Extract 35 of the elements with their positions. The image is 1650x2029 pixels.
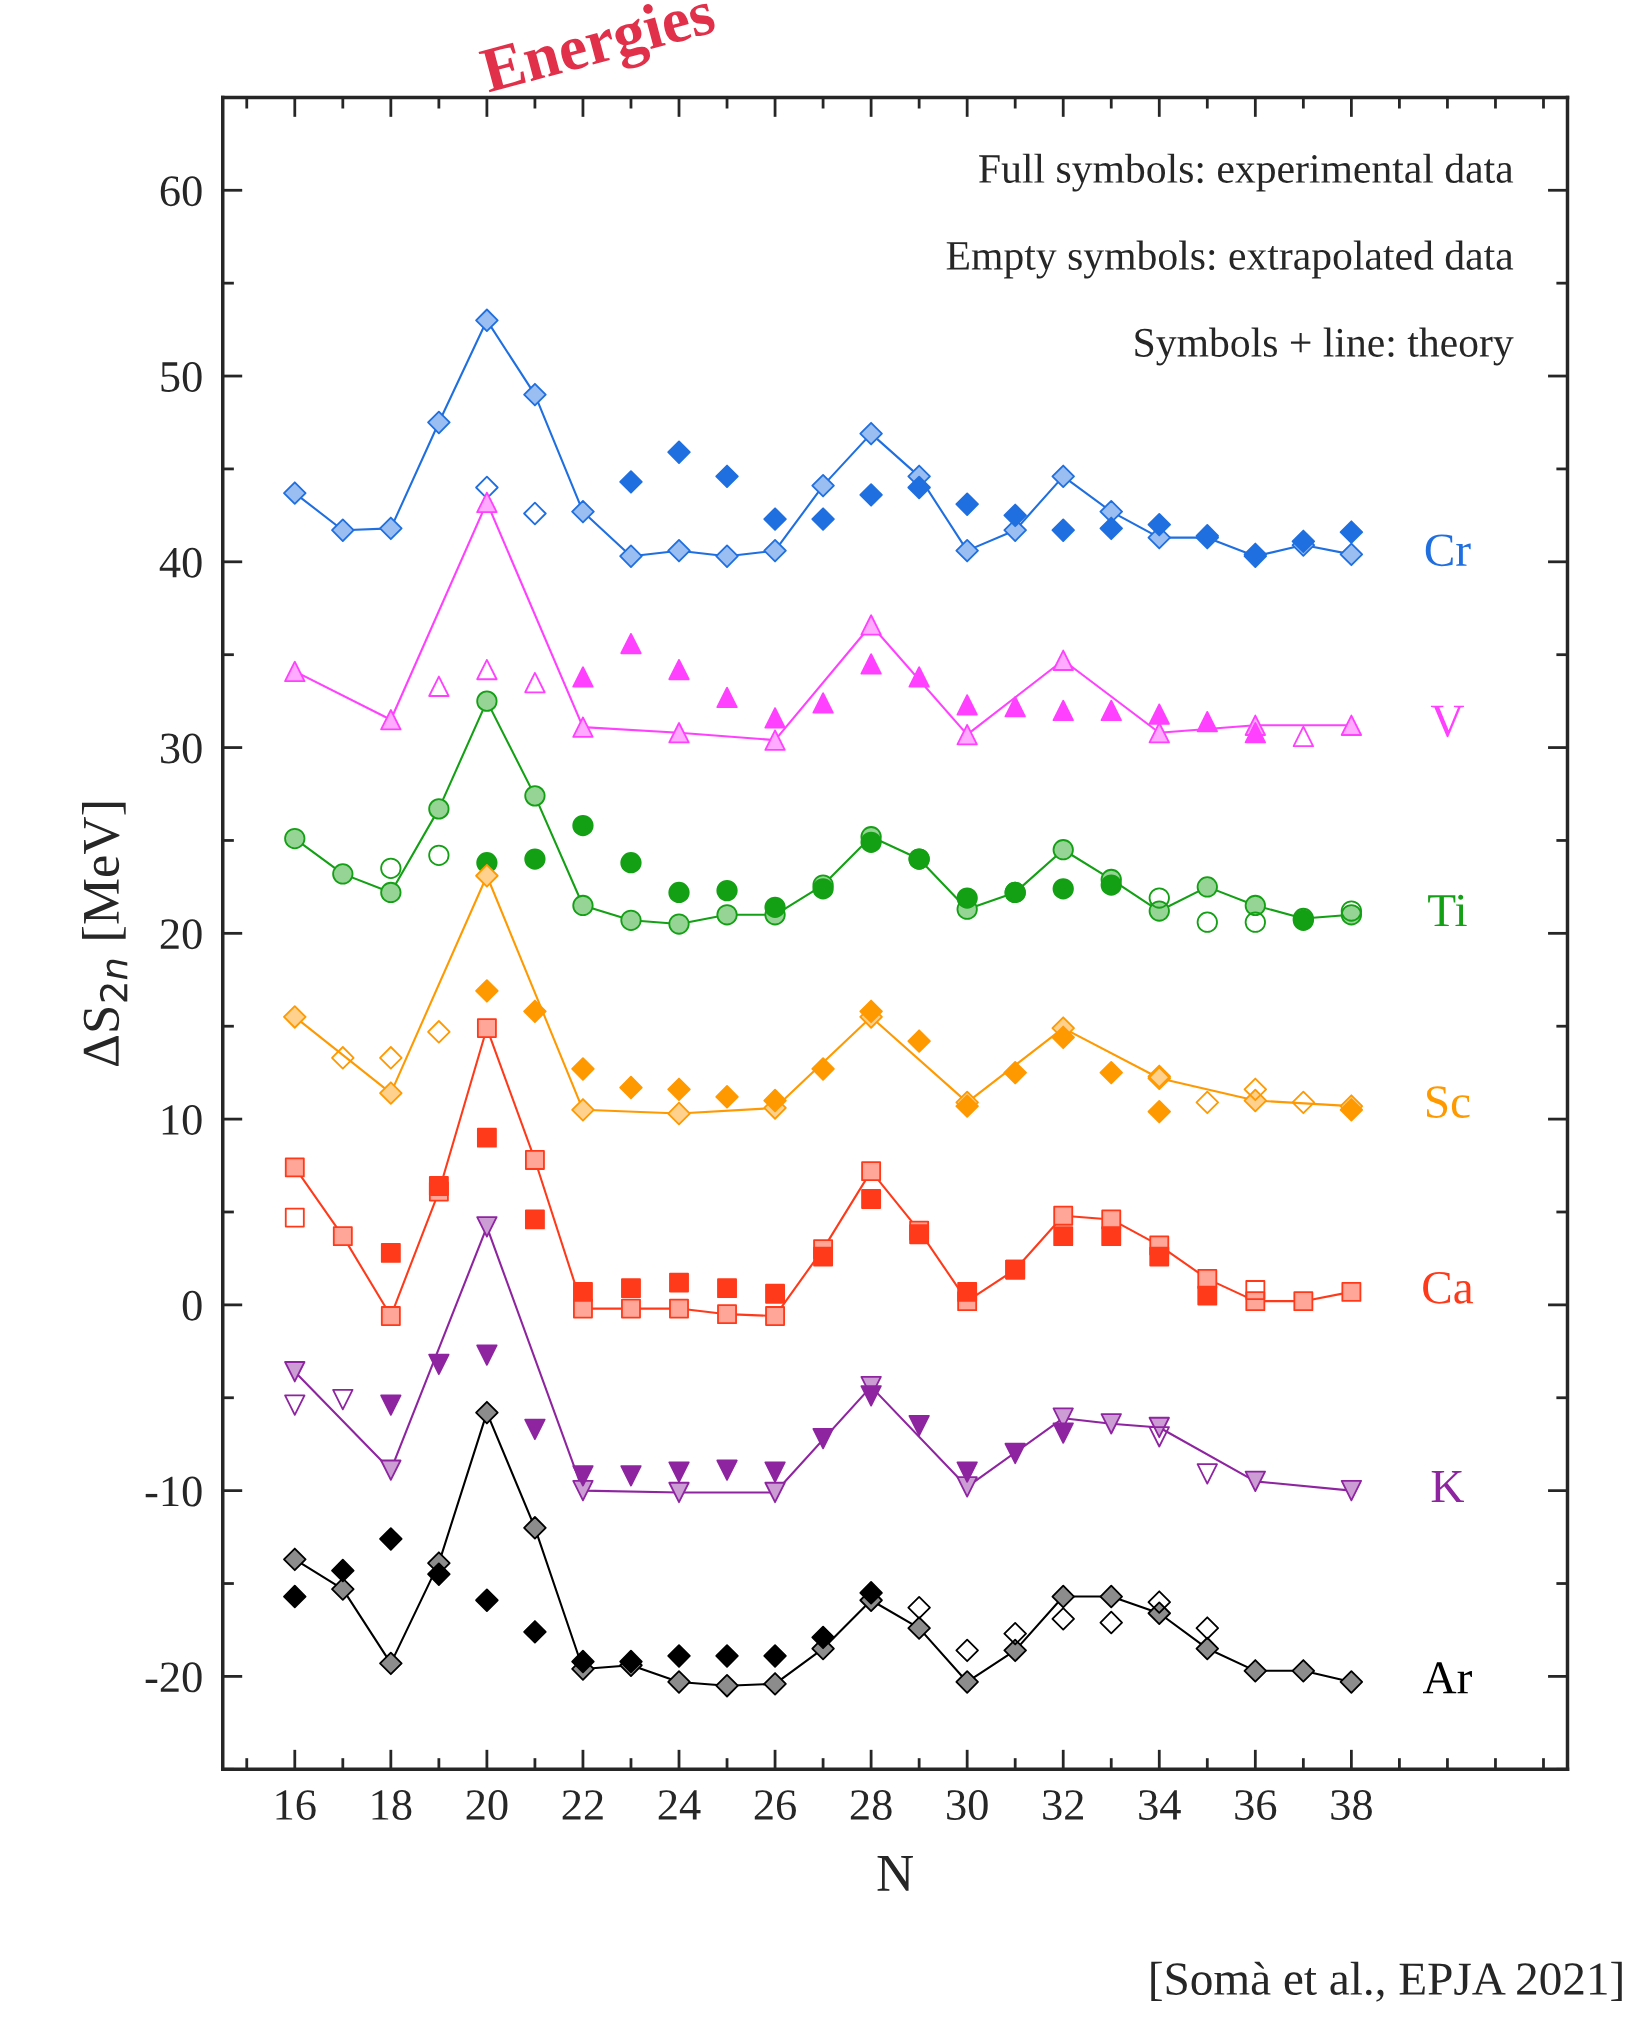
series-label: V xyxy=(1430,705,1464,738)
annotation: Empty symbols: extrapolated data xyxy=(946,240,1514,279)
x-tick-label: 36 xyxy=(1235,1790,1277,1821)
x-axis-title: N xyxy=(877,1856,913,1891)
y-tick-label: 10 xyxy=(162,1104,202,1135)
y-tick-label: 0 xyxy=(182,1290,202,1321)
series-label: Ar xyxy=(1422,1662,1472,1694)
x-tick-label: 26 xyxy=(754,1790,796,1821)
x-tick-label: 32 xyxy=(1043,1790,1083,1821)
x-tick-label: 22 xyxy=(562,1790,603,1820)
y-tick-label: -20 xyxy=(145,1662,202,1693)
x-tick-label: 24 xyxy=(658,1790,701,1820)
y-tick-label: -10 xyxy=(145,1476,202,1507)
y-tick-label: 60 xyxy=(160,176,202,207)
x-tick-label: 28 xyxy=(850,1790,892,1821)
series-label: Sc xyxy=(1426,1086,1470,1118)
x-tick-label: 18 xyxy=(372,1790,412,1821)
y-tick-label: 50 xyxy=(161,361,202,392)
text: [Somà et al., EPJA 2021] xyxy=(1151,1961,1622,2002)
series-label: Ti xyxy=(1428,894,1467,927)
annotation: Full symbols: experimental data xyxy=(979,153,1514,192)
series-label: K xyxy=(1431,1471,1464,1502)
y-tick-label: 30 xyxy=(160,733,202,764)
x-tick-label: 30 xyxy=(947,1790,988,1821)
series-label: Ca xyxy=(1423,1271,1474,1304)
x-tick-label: 16 xyxy=(276,1790,316,1821)
x-tick-label: 20 xyxy=(466,1790,508,1821)
y-tick-label: 20 xyxy=(160,919,202,950)
x-tick-label: 38 xyxy=(1331,1790,1372,1821)
x-tick-label: 34 xyxy=(1139,1790,1181,1821)
y-tick-label: 40 xyxy=(159,547,202,578)
text: Energies xyxy=(477,0,721,106)
series-label: Cr xyxy=(1425,534,1471,567)
y-axis-title: ΔS$_{2n}$ [MeV] xyxy=(81,802,128,1066)
annotation: Symbols + line: theory xyxy=(1135,327,1514,366)
